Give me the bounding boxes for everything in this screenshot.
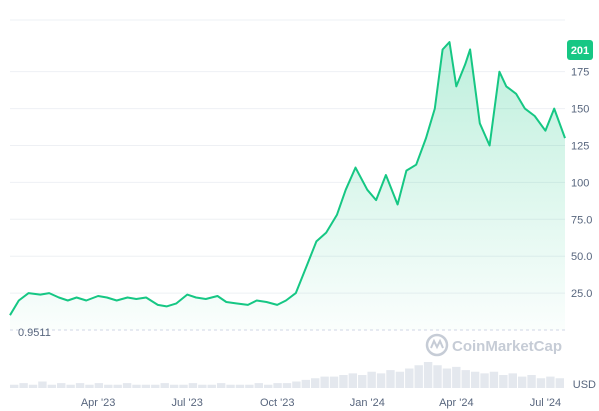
baseline-label: 0.9511 (18, 327, 51, 339)
price-area (10, 42, 565, 330)
volume-bar (329, 376, 339, 388)
price-line (9, 41, 566, 316)
current-price-badge: 201 (567, 40, 593, 60)
volume-bar (263, 384, 273, 388)
volume-bar (423, 362, 433, 388)
volume-bar (386, 370, 395, 388)
y-tick-label: 25.0 (571, 288, 592, 300)
volume-bar (301, 379, 311, 388)
volume-bar (311, 378, 320, 388)
volume-bar (489, 371, 499, 388)
volume-bar (85, 384, 94, 388)
volume-bar (376, 373, 386, 388)
x-tick-label: Apr '24 (439, 397, 474, 409)
volume-bar (433, 365, 442, 388)
watermark-text: CoinMarketCap (452, 338, 562, 355)
volume-bar (104, 384, 113, 388)
volume-bar (19, 383, 28, 388)
x-axis: Apr '23 Jul '23 Oct '23 Jan '24 Apr '24 Jul '… (81, 397, 561, 409)
volume-bar (198, 384, 207, 388)
volume-bar (10, 384, 19, 388)
volume-bar (480, 373, 489, 388)
volume-bar (216, 383, 226, 388)
volume-bar (367, 371, 376, 388)
x-tick-label: Jul '23 (171, 397, 202, 409)
coinmarketcap-logo-icon (425, 333, 449, 357)
volume-bar (169, 384, 179, 388)
volume-bar (414, 365, 423, 388)
volume-bar (75, 383, 85, 388)
volume-bar (207, 384, 216, 388)
volume-bar (405, 368, 414, 388)
volume-bar (132, 384, 141, 388)
volume-bar (339, 375, 348, 388)
volume-bar (499, 375, 508, 388)
y-tick-label: 125 (571, 140, 589, 152)
currency-label: USD (573, 379, 596, 391)
grid-lines (10, 19, 565, 294)
x-tick-label: Jul '24 (530, 397, 561, 409)
volume-bar (188, 383, 198, 388)
x-tick-label: Oct '23 (260, 397, 295, 409)
volume-bar (66, 384, 75, 388)
volume-bar (508, 373, 517, 388)
volume-bar (282, 383, 292, 388)
volume-bar (442, 368, 452, 388)
volume-bar (536, 378, 546, 388)
volume-bar (141, 384, 151, 388)
x-tick-label: Jan '24 (350, 397, 385, 409)
volume-bar (47, 384, 57, 388)
volume-bar (38, 381, 47, 388)
volume-bar (226, 384, 235, 388)
current-price-badge-bg (567, 40, 593, 60)
volume-bar (160, 383, 169, 388)
volume-bar (122, 383, 132, 388)
volume-bar (94, 383, 104, 388)
volume-bar (527, 375, 536, 388)
y-tick-label: 75.0 (571, 214, 592, 226)
coinmarketcap-logo-wave-icon (430, 338, 444, 350)
volume-bar (320, 376, 329, 388)
volume-bar (179, 384, 188, 388)
volume-bar (245, 384, 254, 388)
volume-bar (348, 373, 358, 388)
y-tick-label: 175 (571, 67, 589, 79)
volume-bar (358, 375, 367, 388)
y-axis: 25.0 50.0 75.0 100 125 150 175 (571, 67, 592, 300)
volume-bar (546, 376, 555, 388)
volume-bar (113, 384, 122, 388)
watermark: CoinMarketCap (425, 333, 562, 357)
volume-bar (254, 383, 263, 388)
y-tick-label: 150 (571, 104, 589, 116)
y-tick-label: 50.0 (571, 251, 592, 263)
volume-bar (517, 376, 527, 388)
volume-bar (273, 383, 282, 388)
volume-bar (28, 384, 38, 388)
x-tick-label: Apr '23 (81, 397, 116, 409)
volume-bar (57, 383, 66, 388)
volume-bar (452, 366, 461, 388)
volume-bar (395, 371, 405, 388)
volume-bar (292, 381, 301, 388)
volume-bars (10, 362, 564, 388)
volume-bar (461, 370, 470, 388)
volume-bar (235, 384, 245, 388)
volume-bar (470, 371, 480, 388)
y-tick-label: 100 (571, 177, 589, 189)
volume-bar (151, 384, 160, 388)
volume-bar (555, 378, 564, 388)
current-price-value: 201 (571, 45, 589, 57)
